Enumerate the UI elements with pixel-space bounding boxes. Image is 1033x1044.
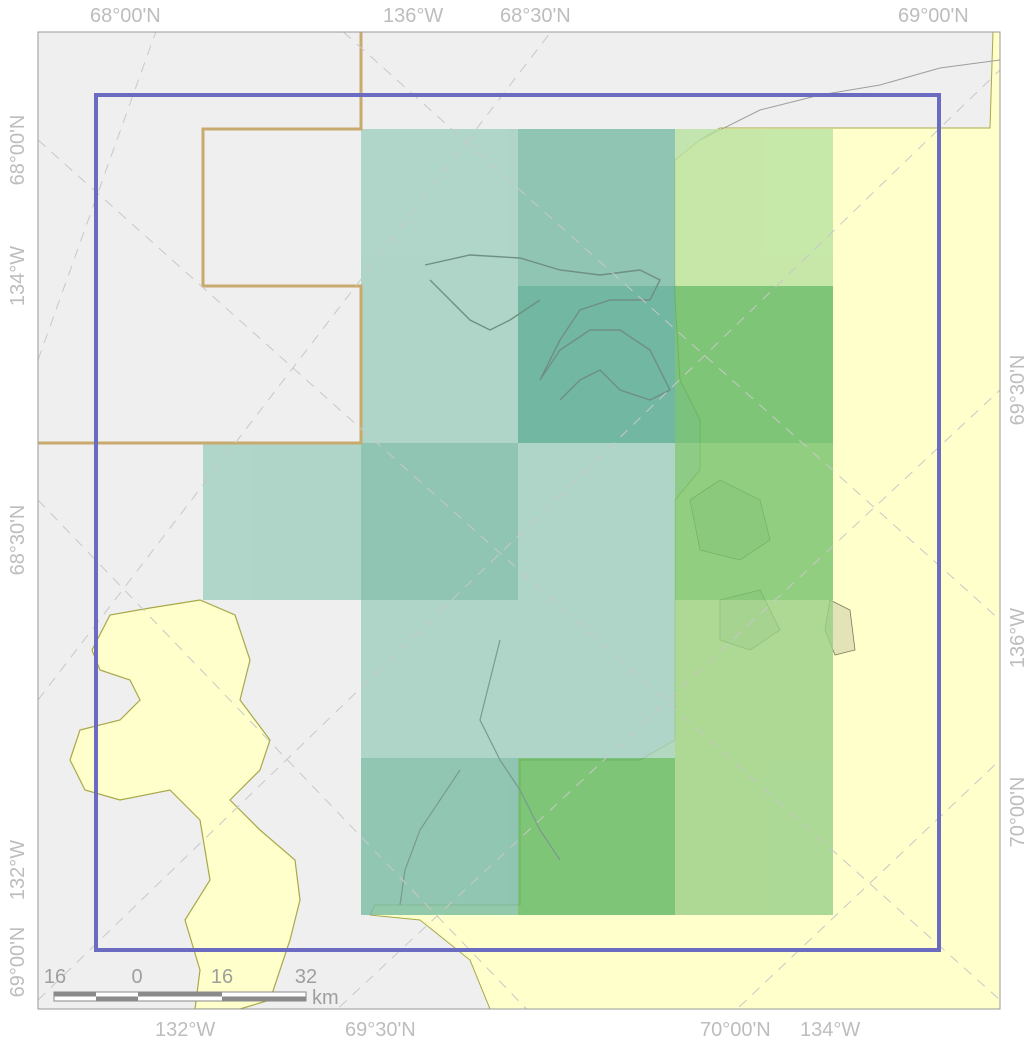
bottom-label-1: 132°W <box>155 1019 215 1041</box>
scale-label-3: 16 <box>211 966 233 988</box>
top-label-2: 136°W <box>383 5 443 27</box>
bottom-label-3: 70°00'N <box>700 1019 771 1041</box>
scale-label-1: 16 <box>44 966 66 988</box>
top-label-4: 69°00'N <box>898 5 969 27</box>
top-label-3: 68°30'N <box>500 5 571 27</box>
left-label-3: 68°30'N <box>7 505 29 576</box>
scale-label-2: 0 <box>131 966 142 988</box>
bottom-label-2: 69°30'N <box>345 1019 416 1041</box>
left-label-4: 132°W <box>7 840 29 900</box>
right-label-2: 136°W <box>1007 608 1029 668</box>
right-label-1: 69°30'N <box>1007 355 1029 426</box>
scale-unit: km <box>312 987 339 1009</box>
right-label-3: 70°00'N <box>1007 777 1029 848</box>
bottom-label-4: 134°W <box>800 1019 860 1041</box>
scale-label-4: 32 <box>295 966 317 988</box>
left-label-5: 69°00'N <box>7 927 29 998</box>
left-label-1: 68°00'N <box>7 115 29 186</box>
top-label-1: 68°00'N <box>90 5 161 27</box>
left-label-2: 134°W <box>7 246 29 306</box>
